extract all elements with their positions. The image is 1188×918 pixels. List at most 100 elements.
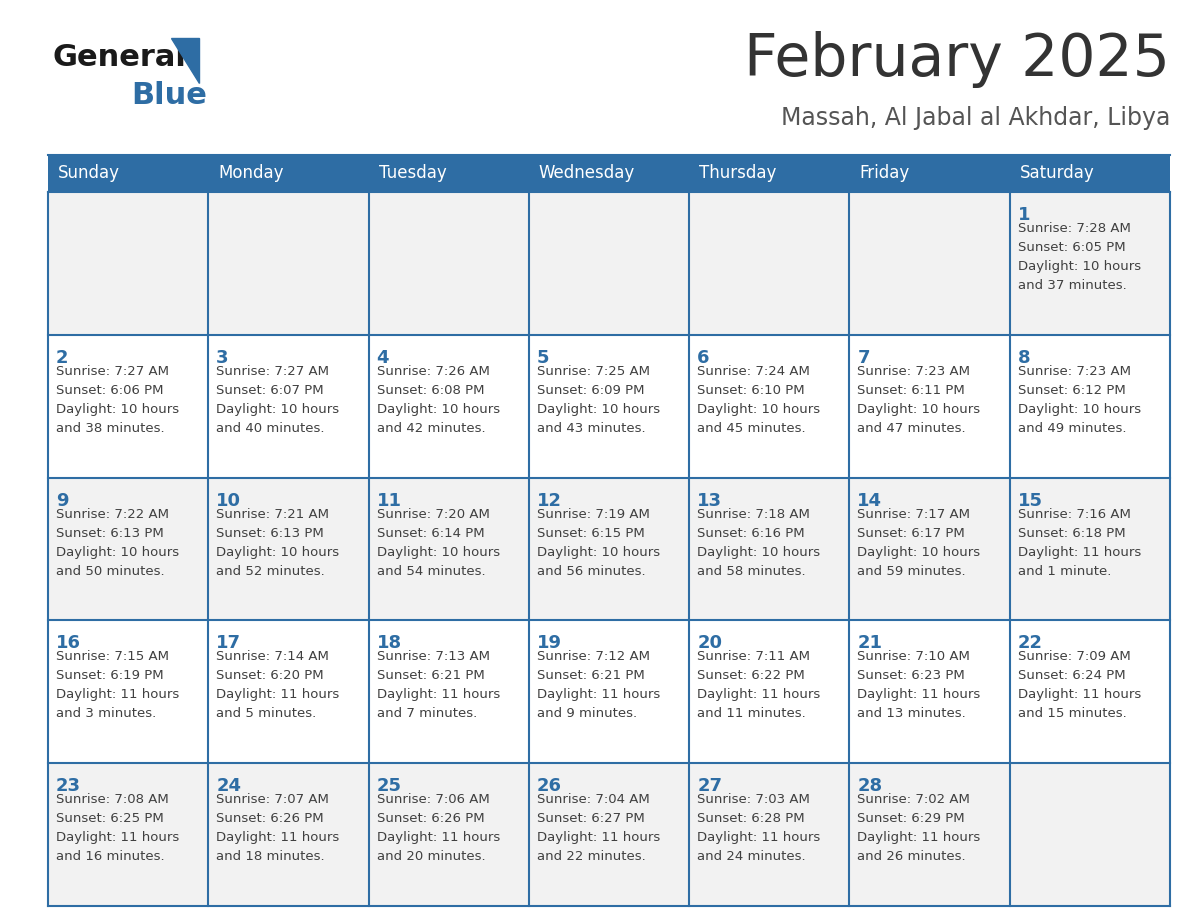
Text: Sunset: 6:13 PM: Sunset: 6:13 PM	[56, 527, 164, 540]
Text: and 37 minutes.: and 37 minutes.	[1018, 279, 1126, 292]
Text: 16: 16	[56, 634, 81, 653]
Bar	[208, 335, 368, 477]
Text: Daylight: 11 hours: Daylight: 11 hours	[858, 688, 980, 701]
Text: Sunset: 6:23 PM: Sunset: 6:23 PM	[858, 669, 965, 682]
Text: 1: 1	[1018, 206, 1030, 224]
Text: Sunrise: 7:06 AM: Sunrise: 7:06 AM	[377, 793, 489, 806]
Text: and 50 minutes.: and 50 minutes.	[56, 565, 165, 577]
Text: Sunset: 6:22 PM: Sunset: 6:22 PM	[697, 669, 805, 682]
Text: Daylight: 11 hours: Daylight: 11 hours	[697, 831, 821, 845]
Text: 4: 4	[377, 349, 390, 367]
Bar	[48, 763, 208, 906]
Text: Sunrise: 7:15 AM: Sunrise: 7:15 AM	[56, 650, 169, 664]
Bar	[849, 763, 1010, 906]
Bar	[368, 763, 529, 906]
Text: 3: 3	[216, 349, 229, 367]
Text: Daylight: 10 hours: Daylight: 10 hours	[1018, 260, 1140, 273]
Text: and 52 minutes.: and 52 minutes.	[216, 565, 326, 577]
Text: Sunrise: 7:13 AM: Sunrise: 7:13 AM	[377, 650, 489, 664]
Text: Daylight: 10 hours: Daylight: 10 hours	[697, 545, 820, 558]
Text: Daylight: 11 hours: Daylight: 11 hours	[537, 688, 661, 701]
Text: 23: 23	[56, 778, 81, 795]
Text: Sunset: 6:08 PM: Sunset: 6:08 PM	[377, 384, 484, 397]
Bar	[1010, 335, 1170, 477]
Text: and 58 minutes.: and 58 minutes.	[697, 565, 805, 577]
Text: Daylight: 11 hours: Daylight: 11 hours	[697, 688, 821, 701]
Bar	[529, 621, 689, 763]
Text: Saturday: Saturday	[1019, 164, 1094, 183]
Text: Sunrise: 7:14 AM: Sunrise: 7:14 AM	[216, 650, 329, 664]
Text: Sunrise: 7:23 AM: Sunrise: 7:23 AM	[1018, 364, 1131, 378]
Text: and 7 minutes.: and 7 minutes.	[377, 708, 476, 721]
Text: Daylight: 10 hours: Daylight: 10 hours	[56, 545, 179, 558]
Bar	[48, 192, 208, 335]
Text: Tuesday: Tuesday	[379, 164, 447, 183]
Text: Sunrise: 7:09 AM: Sunrise: 7:09 AM	[1018, 650, 1131, 664]
Text: Daylight: 11 hours: Daylight: 11 hours	[216, 831, 340, 845]
Text: Sunset: 6:21 PM: Sunset: 6:21 PM	[377, 669, 485, 682]
Text: Massah, Al Jabal al Akhdar, Libya: Massah, Al Jabal al Akhdar, Libya	[781, 106, 1170, 130]
Text: Daylight: 11 hours: Daylight: 11 hours	[537, 831, 661, 845]
Bar	[208, 192, 368, 335]
Text: Sunset: 6:12 PM: Sunset: 6:12 PM	[1018, 384, 1125, 397]
Text: Daylight: 10 hours: Daylight: 10 hours	[858, 545, 980, 558]
Text: Sunset: 6:19 PM: Sunset: 6:19 PM	[56, 669, 164, 682]
Text: Blue: Blue	[131, 82, 207, 110]
Text: 12: 12	[537, 492, 562, 509]
Text: and 38 minutes.: and 38 minutes.	[56, 421, 165, 435]
Text: and 26 minutes.: and 26 minutes.	[858, 850, 966, 863]
Text: 25: 25	[377, 778, 402, 795]
Text: 27: 27	[697, 778, 722, 795]
Text: Sunset: 6:07 PM: Sunset: 6:07 PM	[216, 384, 324, 397]
Text: Sunrise: 7:19 AM: Sunrise: 7:19 AM	[537, 508, 650, 521]
Text: Sunrise: 7:08 AM: Sunrise: 7:08 AM	[56, 793, 169, 806]
Text: Sunrise: 7:03 AM: Sunrise: 7:03 AM	[697, 793, 810, 806]
Text: Sunrise: 7:04 AM: Sunrise: 7:04 AM	[537, 793, 650, 806]
Text: Sunrise: 7:27 AM: Sunrise: 7:27 AM	[56, 364, 169, 378]
Text: 9: 9	[56, 492, 69, 509]
Bar	[849, 335, 1010, 477]
Text: Daylight: 10 hours: Daylight: 10 hours	[216, 545, 340, 558]
Bar	[689, 477, 849, 621]
Text: Sunrise: 7:12 AM: Sunrise: 7:12 AM	[537, 650, 650, 664]
Text: 5: 5	[537, 349, 549, 367]
Text: and 40 minutes.: and 40 minutes.	[216, 421, 324, 435]
Text: and 54 minutes.: and 54 minutes.	[377, 565, 485, 577]
Text: Daylight: 10 hours: Daylight: 10 hours	[1018, 403, 1140, 416]
Text: Daylight: 11 hours: Daylight: 11 hours	[56, 688, 179, 701]
Text: Sunset: 6:09 PM: Sunset: 6:09 PM	[537, 384, 644, 397]
Text: and 59 minutes.: and 59 minutes.	[858, 565, 966, 577]
Bar	[48, 621, 208, 763]
Text: February 2025: February 2025	[744, 31, 1170, 88]
Bar	[368, 477, 529, 621]
Text: Sunrise: 7:22 AM: Sunrise: 7:22 AM	[56, 508, 169, 521]
Text: Sunset: 6:10 PM: Sunset: 6:10 PM	[697, 384, 804, 397]
Text: Sunset: 6:25 PM: Sunset: 6:25 PM	[56, 812, 164, 825]
Bar	[689, 192, 849, 335]
Text: and 13 minutes.: and 13 minutes.	[858, 708, 966, 721]
Bar	[529, 335, 689, 477]
Text: 13: 13	[697, 492, 722, 509]
Text: Sunset: 6:28 PM: Sunset: 6:28 PM	[697, 812, 804, 825]
Bar	[208, 477, 368, 621]
Text: Sunrise: 7:18 AM: Sunrise: 7:18 AM	[697, 508, 810, 521]
Text: Sunset: 6:29 PM: Sunset: 6:29 PM	[858, 812, 965, 825]
Text: Sunset: 6:21 PM: Sunset: 6:21 PM	[537, 669, 645, 682]
Text: Sunset: 6:24 PM: Sunset: 6:24 PM	[1018, 669, 1125, 682]
Bar	[1010, 763, 1170, 906]
Text: and 47 minutes.: and 47 minutes.	[858, 421, 966, 435]
Bar	[1010, 621, 1170, 763]
Text: Sunset: 6:06 PM: Sunset: 6:06 PM	[56, 384, 164, 397]
Bar	[849, 477, 1010, 621]
Text: 20: 20	[697, 634, 722, 653]
Text: Sunset: 6:18 PM: Sunset: 6:18 PM	[1018, 527, 1125, 540]
Text: Daylight: 11 hours: Daylight: 11 hours	[216, 688, 340, 701]
Bar	[48, 155, 1170, 192]
Text: and 18 minutes.: and 18 minutes.	[216, 850, 324, 863]
Text: General: General	[53, 43, 187, 73]
Text: Sunset: 6:15 PM: Sunset: 6:15 PM	[537, 527, 645, 540]
Text: 8: 8	[1018, 349, 1030, 367]
Bar	[689, 335, 849, 477]
Text: Wednesday: Wednesday	[539, 164, 636, 183]
Text: Daylight: 10 hours: Daylight: 10 hours	[377, 545, 500, 558]
